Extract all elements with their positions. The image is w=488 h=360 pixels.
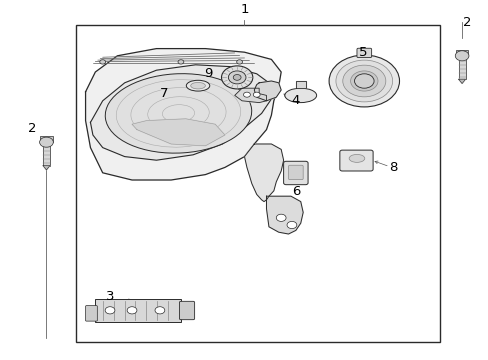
Circle shape [350, 71, 377, 91]
Circle shape [233, 75, 241, 80]
Circle shape [342, 65, 385, 97]
Ellipse shape [284, 88, 316, 103]
Circle shape [105, 307, 115, 314]
Text: 2: 2 [27, 122, 36, 135]
Polygon shape [458, 79, 465, 84]
Polygon shape [90, 65, 271, 160]
Ellipse shape [348, 154, 364, 162]
Circle shape [357, 76, 370, 86]
Bar [76, 25, 439, 342]
Text: 9: 9 [204, 67, 212, 80]
FancyBboxPatch shape [356, 48, 371, 58]
Ellipse shape [186, 80, 209, 91]
Circle shape [221, 66, 252, 89]
Circle shape [228, 71, 245, 84]
Text: 3: 3 [106, 291, 115, 303]
Polygon shape [244, 144, 283, 202]
Circle shape [243, 92, 250, 97]
Text: 4: 4 [290, 94, 299, 107]
Ellipse shape [190, 82, 205, 89]
Circle shape [354, 74, 373, 88]
Text: 2: 2 [462, 16, 470, 29]
Text: 7: 7 [160, 87, 168, 100]
Text: 1: 1 [240, 3, 248, 16]
Polygon shape [266, 196, 303, 234]
Bar [455, 50, 468, 56]
Circle shape [328, 55, 399, 107]
Circle shape [253, 92, 260, 97]
Circle shape [276, 214, 285, 221]
Bar [95, 299, 181, 322]
Text: 5: 5 [359, 46, 367, 59]
Bar [43, 142, 50, 166]
Polygon shape [85, 49, 281, 180]
Text: 8: 8 [388, 161, 396, 174]
Polygon shape [254, 81, 281, 101]
Circle shape [454, 51, 468, 61]
Circle shape [178, 60, 183, 64]
Circle shape [100, 60, 105, 64]
Circle shape [155, 307, 164, 314]
Circle shape [127, 307, 137, 314]
Circle shape [40, 137, 53, 147]
FancyBboxPatch shape [179, 301, 194, 320]
Circle shape [286, 221, 296, 229]
Text: 6: 6 [291, 185, 300, 198]
Bar [40, 136, 53, 142]
FancyBboxPatch shape [85, 306, 97, 321]
Ellipse shape [105, 74, 251, 153]
FancyBboxPatch shape [288, 165, 303, 180]
FancyBboxPatch shape [283, 161, 307, 185]
Circle shape [335, 60, 392, 102]
Polygon shape [295, 81, 305, 88]
Polygon shape [234, 88, 266, 103]
Polygon shape [132, 119, 224, 146]
Bar [458, 56, 465, 79]
Circle shape [236, 60, 242, 64]
Polygon shape [43, 166, 50, 170]
FancyBboxPatch shape [339, 150, 372, 171]
